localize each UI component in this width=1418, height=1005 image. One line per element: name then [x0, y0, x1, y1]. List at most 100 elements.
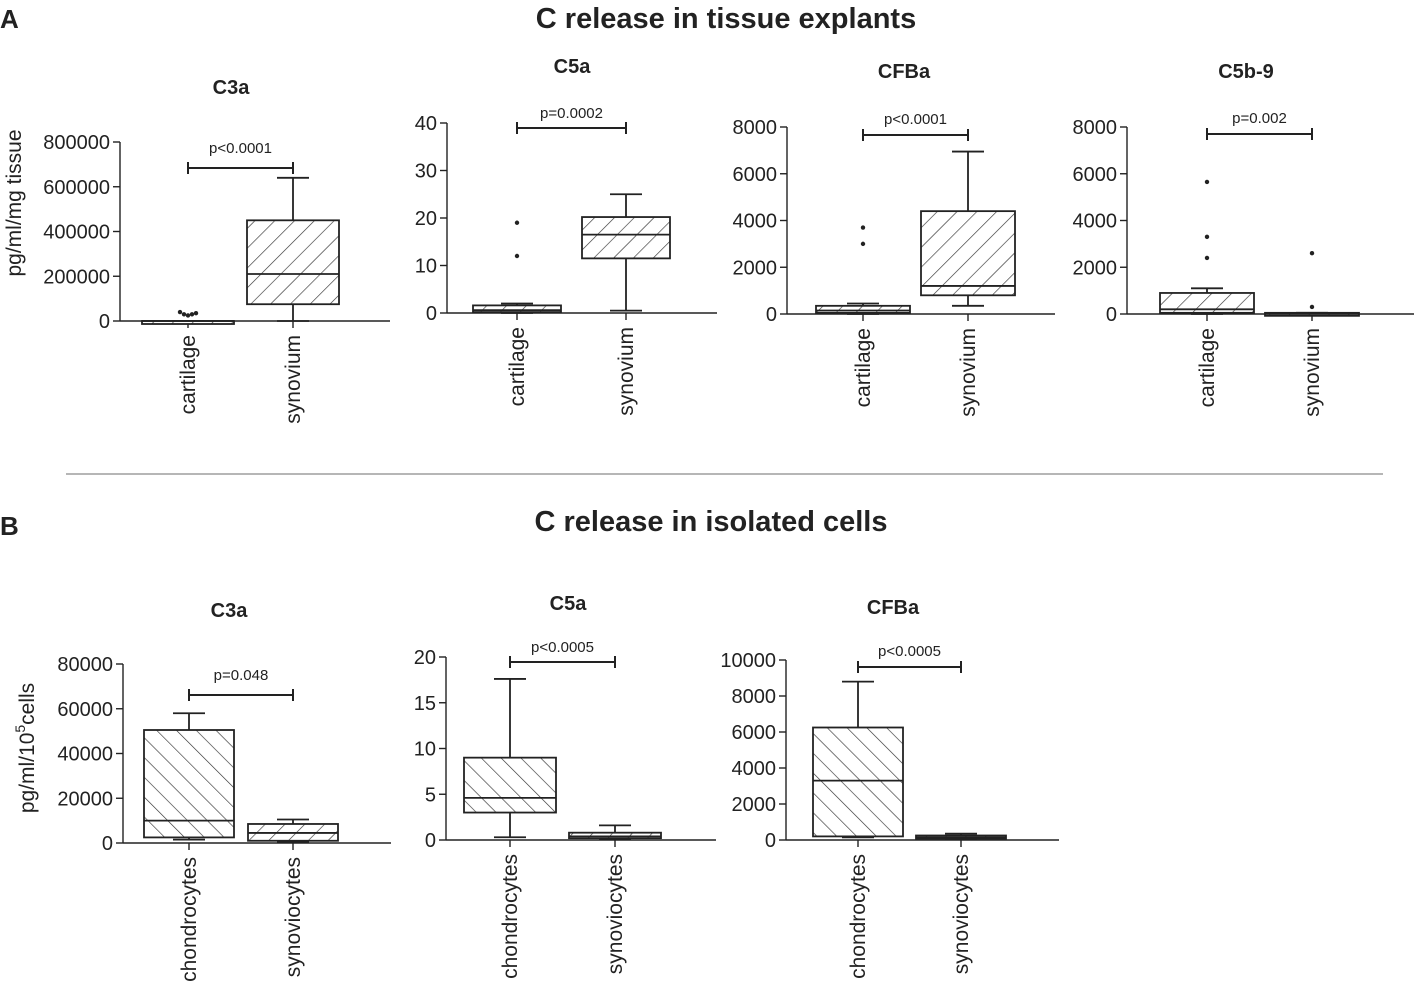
y-tick-label: 0 [102, 833, 113, 855]
y-tick-label: 8000 [733, 117, 778, 139]
chart-a-c5a: C5a 0 10 20 30 40 cartilage synovium p=0.0002 [415, 56, 717, 416]
y-tick-label: 30 [415, 161, 437, 183]
outlier-point [185, 313, 191, 318]
chart-title: C5a [550, 593, 588, 615]
box-cartilage [141, 309, 235, 325]
y-tick-label: 40000 [57, 744, 113, 766]
x-category-label: chondrocytes [499, 854, 522, 979]
y-axis-label-cells-tail: cells [16, 683, 39, 725]
box-synovium [246, 176, 340, 322]
chart-a-c5b-9: C5b-9 0 2000 4000 6000 8000 cartilage synovium p… [1073, 61, 1414, 417]
x-category-label: chondrocytes [178, 857, 201, 982]
p-value-label: p<0.0001 [884, 111, 947, 128]
x-category-label: synoviocytes [950, 854, 973, 974]
section-title-cells: C release in isolated cells [534, 506, 887, 538]
outlier-point [1309, 304, 1315, 310]
p-value-label: p=0.048 [214, 667, 269, 684]
box-iqr [1159, 292, 1255, 314]
chart-title: CFBa [867, 597, 920, 619]
y-tick-label: 4000 [1073, 211, 1118, 233]
x-category-label: cartilage [177, 335, 200, 414]
box-chondrocytes [463, 678, 557, 839]
y-tick-label: 4000 [732, 758, 777, 780]
y-tick-label: 60000 [57, 699, 113, 721]
y-tick-label: 6000 [733, 164, 778, 186]
y-tick-label: 20000 [57, 788, 113, 810]
y-tick-label: 800000 [43, 132, 110, 154]
box-iqr [815, 304, 911, 314]
x-category-label: cartilage [1196, 328, 1219, 407]
y-tick-label: 20 [415, 208, 437, 230]
box-chondrocytes [143, 712, 235, 841]
y-tick-label: 5 [425, 784, 436, 806]
box-chondrocytes [812, 680, 904, 839]
outlier-point [860, 225, 866, 230]
box-synovium [1264, 251, 1360, 317]
outlier-point [189, 312, 195, 317]
outlier-point [514, 253, 520, 259]
chart-title: C5b-9 [1218, 61, 1274, 83]
chart-a-c3a: C3a 0 200000 400000 600000 800000 cartilage syn… [43, 77, 390, 424]
y-tick-label: 6000 [1073, 164, 1118, 186]
box-cartilage [1159, 179, 1255, 315]
x-category-label: synovium [1301, 328, 1324, 417]
outlier-point [193, 310, 199, 316]
box-cartilage [815, 225, 911, 315]
outlier-point [181, 312, 187, 317]
x-category-label: cartilage [852, 328, 875, 407]
box-synoviocytes [247, 818, 339, 843]
outlier-point [1204, 234, 1210, 240]
box-iqr [246, 219, 340, 306]
box-synoviocytes [568, 824, 662, 840]
p-value-label: p=0.0002 [540, 105, 603, 122]
box-iqr [920, 210, 1016, 297]
box-iqr [581, 216, 671, 260]
outlier-point [514, 220, 520, 225]
y-tick-label: 8000 [1073, 117, 1118, 139]
y-axis-label-cells-sup: 5 [12, 725, 28, 733]
x-category-label: synovium [957, 328, 980, 417]
chart-b-cfba: CFBa 0 2000 4000 6000 8000 10000 chondrocytes sy… [720, 597, 1059, 979]
y-tick-label: 0 [765, 830, 776, 852]
y-tick-label: 40 [415, 113, 437, 135]
box-iqr [568, 831, 662, 840]
y-tick-label: 10000 [720, 650, 776, 672]
y-tick-label: 2000 [733, 257, 778, 279]
y-axis-label-cells: pg/ml/105cells [12, 683, 39, 813]
y-tick-label: 600000 [43, 177, 110, 199]
y-tick-label: 200000 [43, 266, 110, 288]
y-tick-label: 0 [1106, 304, 1117, 326]
y-tick-label: 2000 [1073, 257, 1118, 279]
y-tick-label: 4000 [733, 211, 778, 233]
chart-b-c5a: C5a 0 5 10 15 20 chondrocytes synoviocytes p<0.0… [414, 593, 716, 979]
y-tick-label: 8000 [732, 686, 777, 708]
chart-title: C5a [554, 56, 592, 78]
panel-letter-a: A [0, 4, 19, 34]
y-tick-label: 15 [414, 693, 436, 715]
y-tick-label: 10 [415, 256, 437, 278]
chart-b-c3a: C3a 0 20000 40000 60000 80000 chondrocytes syno… [57, 600, 391, 982]
y-axis-label-cells-main: pg/ml/10 [16, 733, 39, 814]
box-iqr [812, 726, 904, 838]
x-category-label: synoviocytes [282, 857, 305, 977]
box-iqr [472, 304, 562, 313]
y-tick-label: 0 [426, 303, 437, 325]
outlier-point [860, 241, 866, 247]
box-cartilage [472, 220, 562, 314]
x-category-label: synoviocytes [604, 854, 627, 974]
box-iqr [463, 756, 557, 814]
x-category-label: synovium [282, 335, 305, 424]
p-value-label: p<0.0001 [209, 140, 272, 157]
y-tick-label: 10 [414, 739, 436, 761]
y-tick-label: 20 [414, 647, 436, 669]
panel-letter-b: B [0, 511, 19, 541]
y-axis-label-tissue: pg/ml/mg tissue [3, 129, 26, 276]
y-tick-label: 0 [99, 311, 110, 333]
y-tick-label: 0 [766, 304, 777, 326]
x-category-label: chondrocytes [847, 854, 870, 979]
y-tick-label: 80000 [57, 654, 113, 676]
y-tick-label: 6000 [732, 722, 777, 744]
section-title-tissue: C release in tissue explants [536, 3, 916, 35]
